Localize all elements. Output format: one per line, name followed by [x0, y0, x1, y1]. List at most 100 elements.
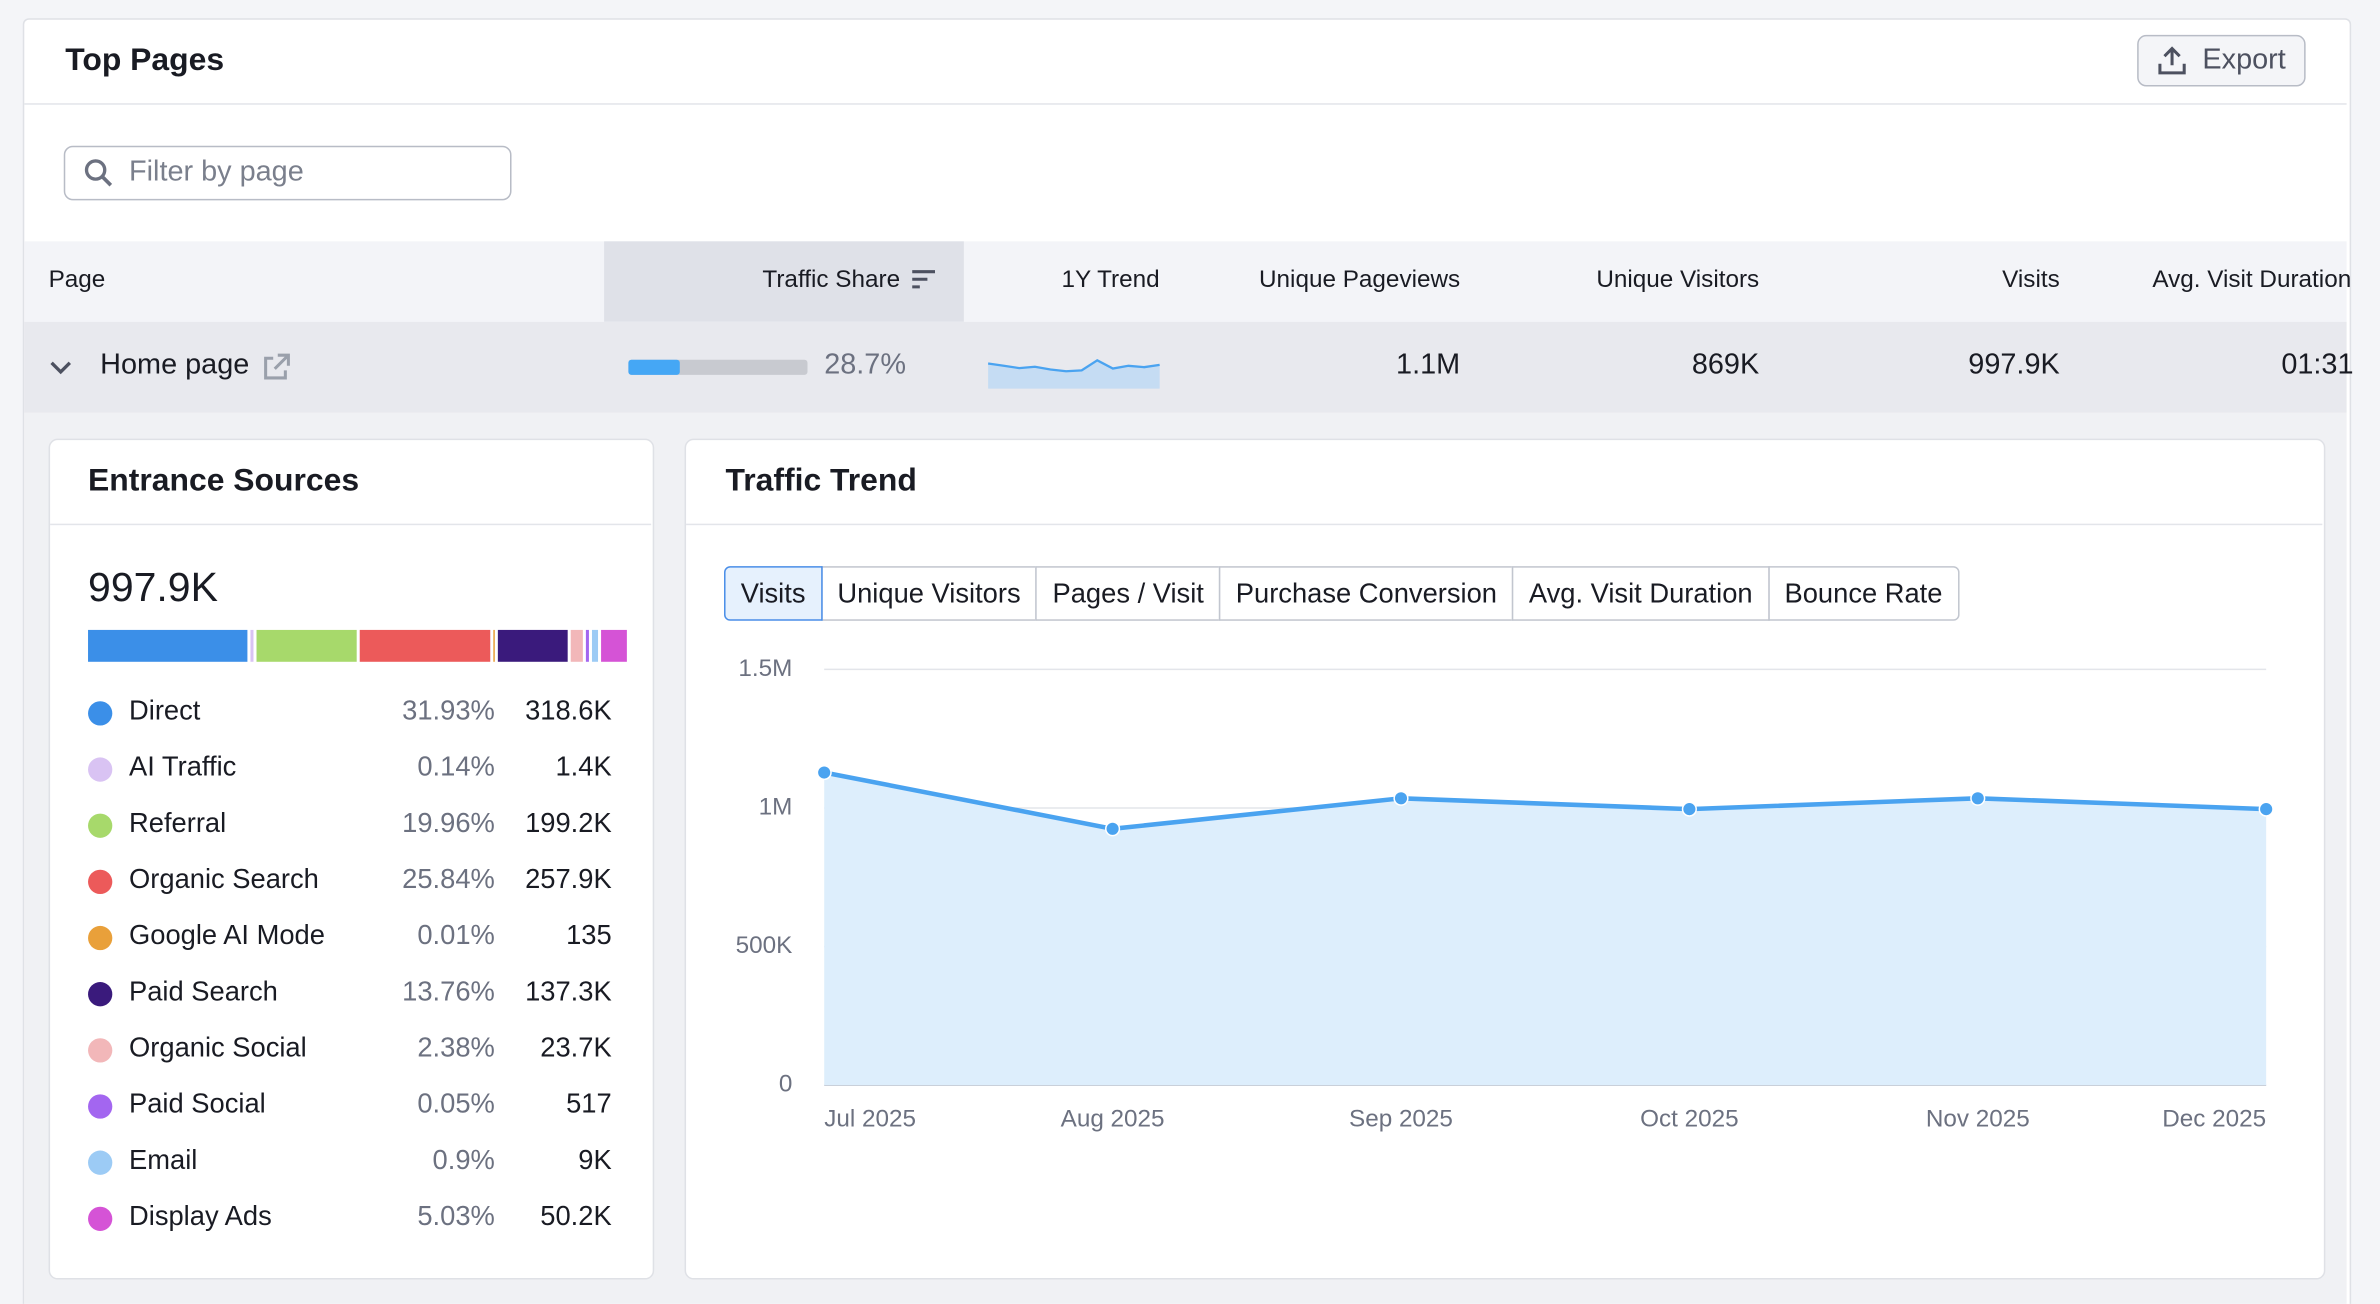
point [817, 766, 831, 780]
source-share: 13.76% [402, 976, 495, 1008]
source-share: 31.93% [402, 695, 495, 727]
card-title: Entrance Sources [88, 463, 359, 499]
legend-dot [88, 701, 112, 725]
filter-placeholder: Filter by page [129, 156, 304, 189]
tab[interactable]: Avg. Visit Duration [1512, 566, 1769, 621]
source-visits: 318.6K [525, 695, 612, 727]
share-bar [628, 360, 679, 375]
panel-title: Top Pages [65, 43, 224, 79]
bar-segment [88, 630, 248, 662]
source-name: AI Traffic [129, 751, 236, 783]
source-visits: 50.2K [540, 1201, 611, 1233]
column-header[interactable]: Page [49, 267, 106, 294]
legend-dot [88, 982, 112, 1006]
tab[interactable]: Visits [724, 566, 822, 621]
sparkline-area [988, 360, 1160, 388]
legend-dot [88, 926, 112, 950]
y-tick-label: 1.5M [738, 655, 792, 682]
x-tick-label: Nov 2025 [1926, 1106, 2030, 1133]
bar-segment [493, 630, 495, 662]
column-header[interactable]: Visits [2002, 267, 2060, 294]
source-name: Display Ads [129, 1201, 272, 1233]
source-name: Paid Search [129, 976, 278, 1008]
table-header [24, 241, 2346, 321]
source-name: Organic Search [129, 864, 319, 896]
cell-value: 997.9K [1968, 349, 2059, 382]
source-share: 0.01% [417, 920, 494, 952]
page-name[interactable]: Home page [100, 349, 249, 382]
export-label: Export [2202, 44, 2285, 77]
column-header[interactable]: Unique Visitors [1596, 267, 1759, 294]
legend-dot [88, 757, 112, 781]
source-visits: 23.7K [540, 1032, 611, 1064]
stacked-bar [88, 630, 612, 662]
column-header[interactable]: Unique Pageviews [1259, 267, 1460, 294]
source-visits: 137.3K [525, 976, 612, 1008]
source-visits: 135 [566, 920, 612, 952]
cell-value: 869K [1692, 349, 1759, 382]
column-header[interactable]: Traffic Share [762, 267, 900, 294]
divider [686, 524, 2322, 526]
bar-segment [600, 630, 626, 662]
x-tick-label: Dec 2025 [2162, 1106, 2266, 1133]
sort-icon[interactable] [911, 267, 937, 293]
filter-input[interactable]: Filter by page [64, 146, 512, 201]
source-share: 25.84% [402, 864, 495, 896]
cell-value: 1.1M [1396, 349, 1460, 382]
source-visits: 9K [578, 1144, 611, 1176]
tab[interactable]: Purchase Conversion [1219, 566, 1514, 621]
tab[interactable]: Bounce Rate [1768, 566, 1959, 621]
legend-dot [88, 814, 112, 838]
x-tick-label: Oct 2025 [1640, 1106, 1738, 1133]
source-share: 0.9% [433, 1144, 495, 1176]
source-share: 2.38% [417, 1032, 494, 1064]
point [2259, 802, 2273, 816]
point [1394, 791, 1408, 805]
line-chart: 0 500K 1M 1.5M Jul 2025 Aug 2025 Sep 2025 Oct 2… [685, 638, 2323, 1154]
tab[interactable]: Unique Visitors [821, 566, 1038, 621]
legend-dot [88, 870, 112, 894]
source-share: 0.05% [417, 1088, 494, 1120]
x-tick-label: Jul 2025 [824, 1106, 916, 1133]
source-share: 0.14% [417, 751, 494, 783]
y-tick-label: 500K [736, 932, 793, 959]
point [1971, 791, 1985, 805]
legend-dot [88, 1094, 112, 1118]
legend-dot [88, 1038, 112, 1062]
bar-segment [256, 630, 357, 662]
bar-segment [497, 630, 567, 662]
source-name: Google AI Mode [129, 920, 325, 952]
source-share: 5.03% [417, 1201, 494, 1233]
bar-segment [570, 630, 583, 662]
y-tick-label: 1M [759, 793, 793, 820]
y-tick-label: 0 [779, 1071, 793, 1098]
bar-segment [587, 630, 589, 662]
source-visits: 517 [566, 1088, 612, 1120]
source-name: Email [129, 1144, 197, 1176]
source-name: Direct [129, 695, 200, 727]
source-visits: 199.2K [525, 808, 612, 840]
card-title: Traffic Trend [726, 463, 917, 499]
divider [24, 103, 2346, 105]
legend-dot [88, 1207, 112, 1231]
column-header[interactable]: 1Y Trend [1062, 267, 1160, 294]
point [1106, 822, 1120, 836]
source-visits: 257.9K [525, 864, 612, 896]
x-tick-label: Aug 2025 [1061, 1106, 1165, 1133]
x-tick-label: Sep 2025 [1349, 1106, 1453, 1133]
source-name: Organic Social [129, 1032, 307, 1064]
point [1683, 802, 1697, 816]
metric-tabs: VisitsUnique VisitorsPages / VisitPurcha… [726, 566, 1960, 621]
bar-segment [251, 630, 253, 662]
export-icon [2157, 46, 2187, 76]
bar-segment [360, 630, 490, 662]
traffic-share-label: 28.7% [824, 349, 906, 382]
export-button[interactable]: Export [2137, 35, 2305, 87]
source-visits: 1.4K [555, 751, 611, 783]
source-share: 19.96% [402, 808, 495, 840]
source-name: Paid Social [129, 1088, 266, 1120]
column-header[interactable]: Avg. Visit Duration [2152, 267, 2351, 294]
tab[interactable]: Pages / Visit [1036, 566, 1221, 621]
